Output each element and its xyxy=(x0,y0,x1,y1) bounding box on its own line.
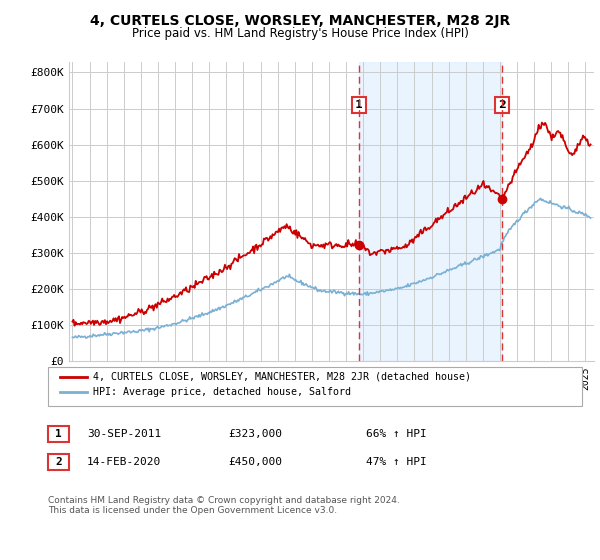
Text: £323,000: £323,000 xyxy=(228,429,282,439)
Text: 47% ↑ HPI: 47% ↑ HPI xyxy=(366,457,427,467)
Text: £450,000: £450,000 xyxy=(228,457,282,467)
Text: 4, CURTELS CLOSE, WORSLEY, MANCHESTER, M28 2JR (detached house): 4, CURTELS CLOSE, WORSLEY, MANCHESTER, M… xyxy=(93,372,471,382)
Text: 2: 2 xyxy=(55,457,62,467)
Text: 30-SEP-2011: 30-SEP-2011 xyxy=(87,429,161,439)
Text: 14-FEB-2020: 14-FEB-2020 xyxy=(87,457,161,467)
Text: 66% ↑ HPI: 66% ↑ HPI xyxy=(366,429,427,439)
Text: HPI: Average price, detached house, Salford: HPI: Average price, detached house, Salf… xyxy=(93,387,351,397)
Text: 1: 1 xyxy=(55,429,62,439)
Text: 4, CURTELS CLOSE, WORSLEY, MANCHESTER, M28 2JR: 4, CURTELS CLOSE, WORSLEY, MANCHESTER, M… xyxy=(90,14,510,28)
Text: 1: 1 xyxy=(355,100,363,110)
Text: 2: 2 xyxy=(498,100,506,110)
Text: Contains HM Land Registry data © Crown copyright and database right 2024.
This d: Contains HM Land Registry data © Crown c… xyxy=(48,496,400,515)
Text: Price paid vs. HM Land Registry's House Price Index (HPI): Price paid vs. HM Land Registry's House … xyxy=(131,27,469,40)
Bar xyxy=(359,62,502,361)
